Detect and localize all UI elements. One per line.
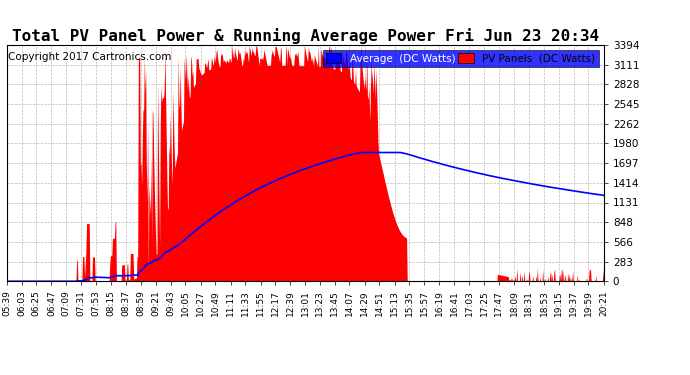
Text: Copyright 2017 Cartronics.com: Copyright 2017 Cartronics.com [8, 52, 172, 62]
Legend: Average  (DC Watts), PV Panels  (DC Watts): Average (DC Watts), PV Panels (DC Watts) [322, 50, 598, 67]
Title: Total PV Panel Power & Running Average Power Fri Jun 23 20:34: Total PV Panel Power & Running Average P… [12, 28, 599, 44]
